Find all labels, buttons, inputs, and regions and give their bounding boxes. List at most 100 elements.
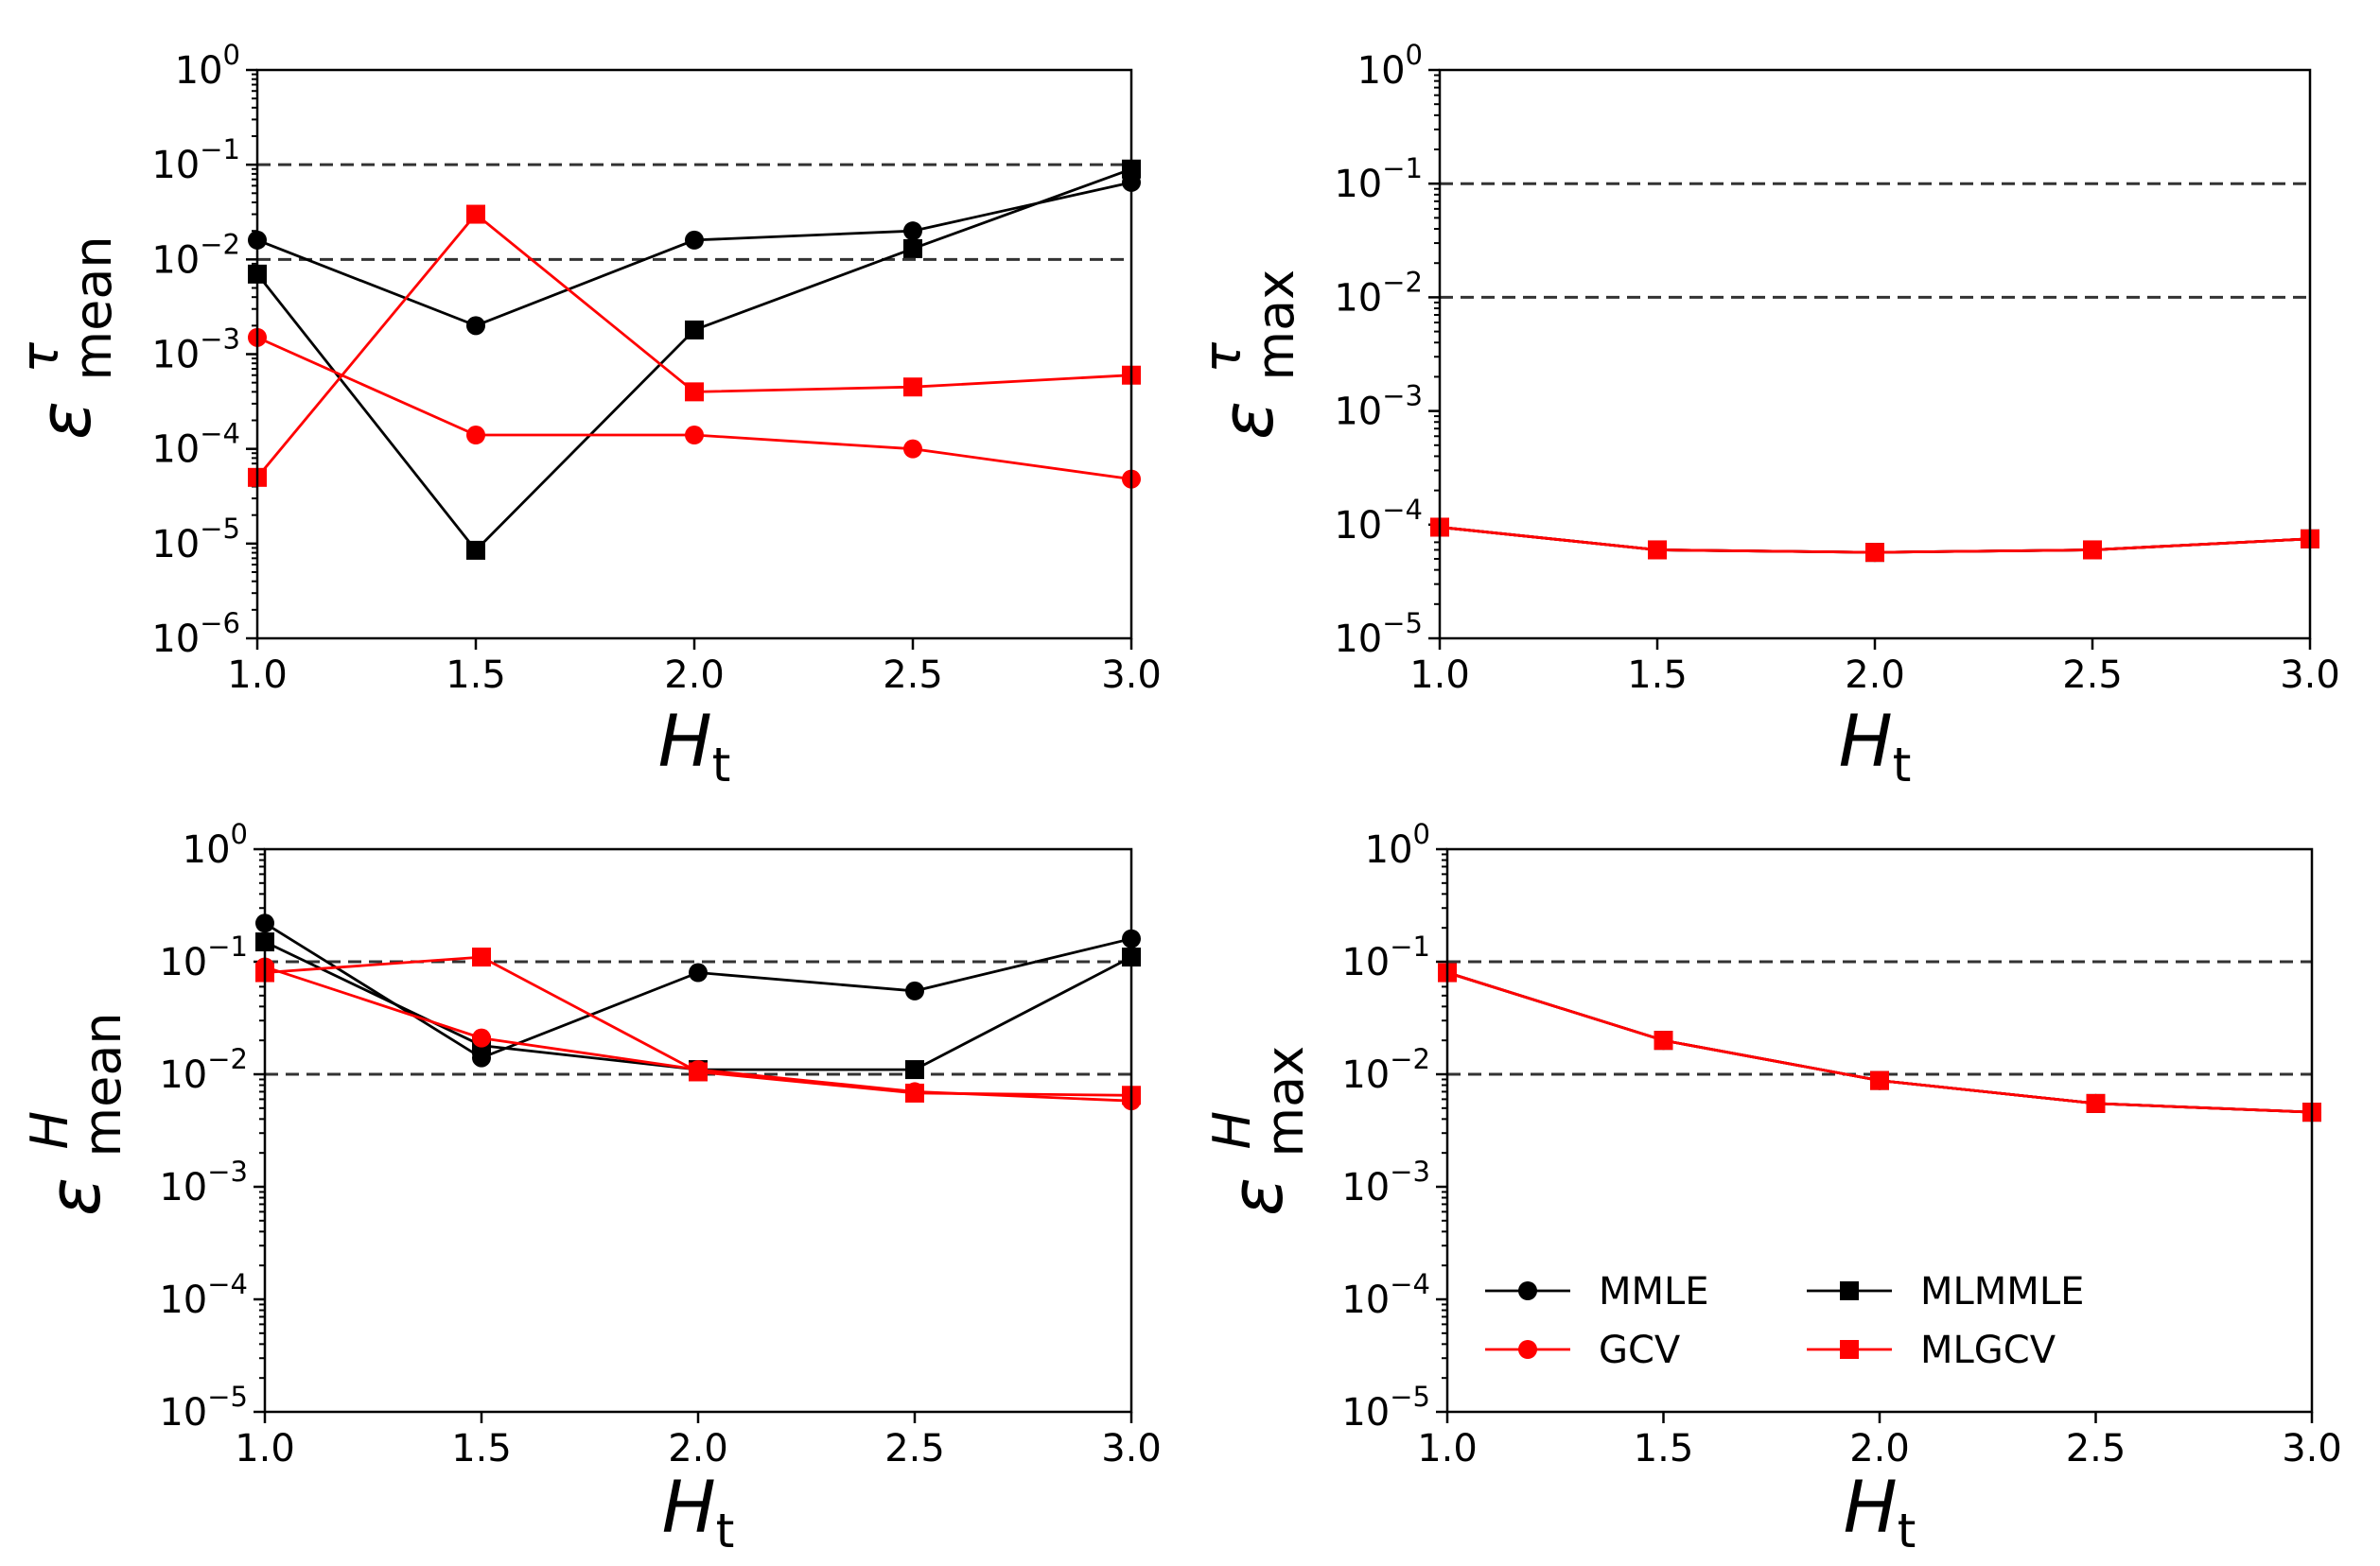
point-mmle [466, 316, 485, 336]
axes-frame [255, 68, 1133, 640]
x-tick-label: 2.0 [664, 653, 725, 697]
y-tick-label: 10−1 [1341, 931, 1430, 984]
y-tick-label: 10−1 [159, 931, 248, 984]
y-tick-exponent: −1 [207, 931, 248, 963]
x-tick-label: 1.5 [1627, 653, 1688, 697]
y-tick-label: 10−5 [151, 513, 240, 566]
y-label-superscript: H [20, 1111, 79, 1150]
x-tick-label: 1.0 [227, 653, 288, 697]
y-tick-base: 10 [1334, 276, 1382, 320]
y-tick-label: 10−4 [159, 1268, 248, 1322]
y-tick-exponent: 0 [223, 39, 240, 71]
point-mlgcv [1870, 1070, 1889, 1090]
x-tick-label: 3.0 [1101, 653, 1162, 697]
y-label-subscript: max [1246, 270, 1305, 381]
point-mlmmle [905, 1060, 924, 1080]
x-tick-label: 2.0 [1845, 653, 1905, 697]
y-label-subscript: mean [63, 235, 123, 380]
y-tick-base: 10 [151, 334, 200, 377]
y-tick-base: 10 [151, 428, 200, 472]
y-tick-base: 10 [159, 1166, 207, 1209]
y-tick-base: 10 [1341, 1166, 1390, 1209]
axes-frame [263, 847, 1133, 1414]
legend-label-mlmmle: MLMMLE [1920, 1270, 2084, 1314]
x-axis-label: Ht [658, 699, 731, 792]
y-tick-exponent: −3 [207, 1156, 248, 1188]
series-line-mlmmle [255, 167, 1132, 553]
legend-label-mlgcv: MLGCV [1920, 1329, 2056, 1372]
y-tick-base: 10 [159, 1053, 207, 1097]
x-tick-label: 1.0 [235, 1427, 295, 1470]
y-tick-base: 10 [1334, 504, 1382, 548]
y-label-subscript: mean [73, 1012, 132, 1157]
y-tick-label: 10−1 [1334, 152, 1423, 206]
y-tick-base: 10 [151, 618, 200, 661]
y-tick-exponent: −4 [1382, 494, 1423, 526]
x-tick-label: 2.0 [668, 1427, 728, 1470]
y-tick-label: 10−4 [1341, 1268, 1430, 1322]
y-tick-exponent: −4 [1390, 1268, 1430, 1300]
y-tick-exponent: 0 [1413, 818, 1430, 850]
x-tick-label: 2.5 [883, 653, 943, 697]
x-label-subscript: t [712, 738, 731, 792]
series-line-gcv [1446, 971, 2313, 1114]
y-tick-exponent: −4 [207, 1268, 248, 1300]
point-gcv [466, 426, 485, 445]
y-tick-label: 10−4 [151, 418, 240, 472]
x-tick-label: 3.0 [2280, 653, 2340, 697]
y-tick-exponent: −1 [200, 133, 240, 165]
y-tick-exponent: −3 [1382, 380, 1423, 412]
series-line-mmle [256, 181, 1132, 327]
axes-frame [1438, 68, 2312, 640]
y-tick-label: 10−3 [151, 323, 240, 377]
series-line-mlmmle [1446, 971, 2313, 1114]
y-tick-label: 100 [183, 818, 248, 872]
x-tick-label: 1.0 [1409, 653, 1470, 697]
axes-frame [1445, 847, 2314, 1414]
y-tick-base: 10 [151, 238, 200, 282]
y-tick-exponent: 0 [1406, 39, 1423, 71]
y-tick-label: 10−2 [151, 228, 240, 282]
point-mmle [905, 981, 924, 1000]
x-label-subscript: t [1893, 738, 1912, 792]
y-tick-base: 10 [1357, 49, 1406, 93]
y-tick-base: 10 [151, 144, 200, 187]
y-tick-base: 10 [183, 828, 231, 872]
x-tick-label: 1.0 [1417, 1427, 1478, 1470]
x-label-subscript: t [1898, 1504, 1916, 1558]
point-mlgcv [1654, 1031, 1673, 1051]
x-tick-label: 2.5 [2062, 653, 2123, 697]
legend-marker-mmle [1518, 1281, 1537, 1300]
y-tick-label: 100 [175, 39, 240, 93]
y-tick-exponent: −2 [207, 1043, 248, 1075]
x-axis-label: Ht [662, 1465, 735, 1558]
legend-marker-mlmmle [1840, 1281, 1859, 1300]
y-tick-label: 10−2 [1334, 266, 1423, 320]
y-tick-base: 10 [1334, 618, 1382, 661]
x-tick-label: 3.0 [2282, 1427, 2342, 1470]
x-axis-label: Ht [1839, 699, 1912, 792]
y-tick-base: 10 [159, 1391, 207, 1435]
legend-marker-mlgcv [1840, 1340, 1859, 1359]
y-label-superscript: τ [1193, 342, 1252, 374]
y-tick-exponent: −5 [207, 1381, 248, 1413]
point-mlgcv [689, 1062, 708, 1082]
y-label-base: ε [32, 1177, 116, 1216]
point-gcv [903, 439, 922, 459]
x-axis-label: Ht [1844, 1465, 1916, 1558]
legend-label-mmle: MMLE [1599, 1270, 1709, 1314]
y-tick-label: 10−3 [1341, 1156, 1430, 1209]
legend-marker-gcv [1518, 1340, 1537, 1359]
y-tick-label: 100 [1365, 818, 1430, 872]
y-tick-base: 10 [1341, 1053, 1390, 1097]
point-mmle [903, 221, 922, 241]
point-mlmmle [685, 320, 704, 339]
y-tick-label: 10−6 [151, 607, 240, 661]
y-tick-exponent: −3 [1390, 1156, 1430, 1188]
x-label-main: H [1844, 1465, 1898, 1549]
